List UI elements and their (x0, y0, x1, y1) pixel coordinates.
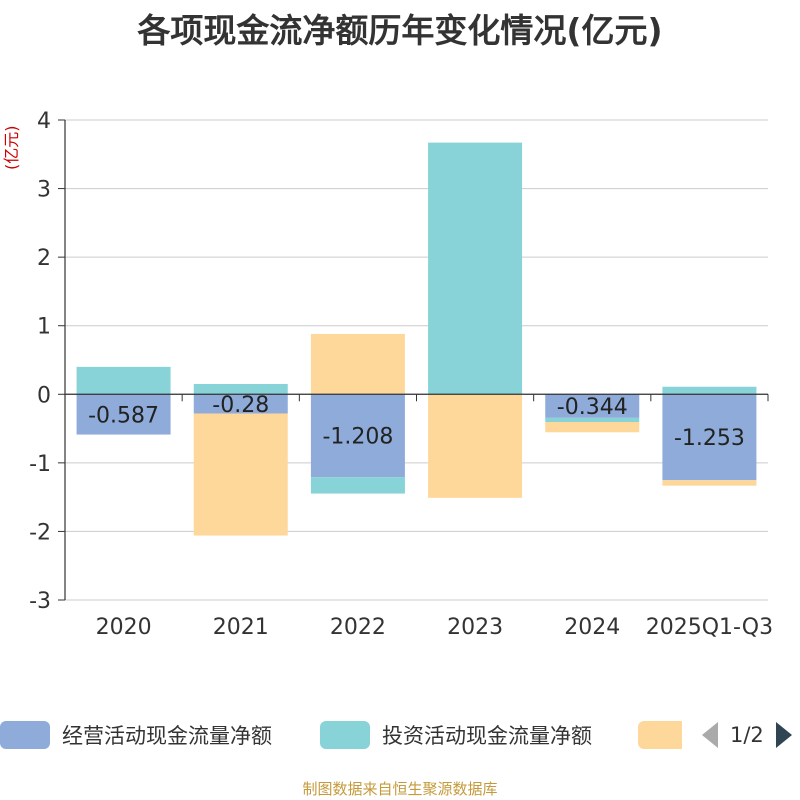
bar-series-0-2025Q1-Q3 (662, 394, 757, 481)
legend-item-investing[interactable]: 投资活动现金流量净额 (320, 720, 592, 750)
bar-series-0-2020 (76, 394, 171, 435)
chart-title: 各项现金流净额历年变化情况(亿元) (137, 11, 663, 50)
legend-item-operating[interactable]: 经营活动现金流量净额 (0, 720, 272, 750)
x-tick-label: 2020 (96, 615, 152, 640)
data-source-note: 制图数据来自恒生聚源数据库 (302, 780, 498, 798)
bar-series-2-2025Q1-Q3 (662, 480, 757, 486)
data-label: -1.253 (674, 426, 745, 451)
x-tick-label: 2023 (447, 615, 503, 640)
legend: 经营活动现金流量净额 投资活动现金流量净额 1/2 (0, 712, 800, 756)
axes: 4 3 2 1 0 -1 -2 -3 2020 2021 2022 2023 2024 2025Q1-Q3 (29, 109, 773, 640)
chevron-right-icon[interactable] (774, 720, 794, 750)
pager-text: 1/2 (730, 723, 764, 747)
legend-swatch-operating (0, 721, 50, 749)
x-tick-label: 2021 (213, 615, 269, 640)
y-tick-label: 3 (37, 178, 51, 203)
bar-series-2-2024 (545, 421, 640, 433)
y-tick-label: 1 (37, 315, 51, 340)
x-tick-label: 2025Q1-Q3 (646, 615, 773, 640)
y-tick-label: 2 (37, 246, 51, 271)
x-tick-label: 2022 (330, 615, 386, 640)
legend-swatch-financing (638, 721, 682, 749)
bar-series-0-2024 (545, 394, 640, 418)
legend-label-investing: 投资活动现金流量净额 (382, 724, 592, 748)
y-tick-label: 0 (37, 383, 51, 408)
grid-lines (65, 119, 768, 601)
bar-series-1-2022 (310, 477, 405, 494)
bar-series-0-2021 (193, 394, 288, 414)
bar-series-0-2022 (310, 394, 405, 478)
data-label: -1.208 (322, 425, 393, 450)
bars (76, 142, 757, 536)
bar-series-1-2020 (76, 366, 171, 395)
legend-pager: 1/2 (700, 720, 794, 750)
chart-plot: 4 3 2 1 0 -1 -2 -3 2020 2021 2022 2023 2024 2025Q1-Q3… (29, 109, 773, 640)
data-label: -0.28 (212, 393, 269, 418)
data-labels: -0.587 -0.28 -1.208 -0.344 -1.253 (88, 393, 745, 451)
legend-item-financing[interactable] (638, 720, 682, 750)
bar-series-1-2023 (428, 142, 523, 395)
bar-series-1-2024 (545, 417, 640, 422)
chevron-left-icon[interactable] (700, 720, 720, 750)
bar-series-2-2023 (428, 394, 523, 498)
data-label: -0.587 (88, 403, 159, 428)
y-tick-label: -3 (29, 589, 51, 614)
bar-series-2-2021 (193, 413, 288, 536)
data-label: -0.344 (557, 395, 628, 420)
y-tick-label: -2 (29, 520, 51, 545)
y-tick-label: -1 (29, 452, 51, 477)
legend-swatch-investing (320, 721, 370, 749)
x-tick-label: 2024 (564, 615, 620, 640)
legend-label-operating: 经营活动现金流量净额 (62, 724, 272, 748)
bar-series-2-2022 (310, 333, 405, 395)
bar-series-1-2025Q1-Q3 (662, 386, 757, 395)
bar-series-1-2021 (193, 384, 288, 395)
y-tick-label: 4 (37, 109, 51, 134)
